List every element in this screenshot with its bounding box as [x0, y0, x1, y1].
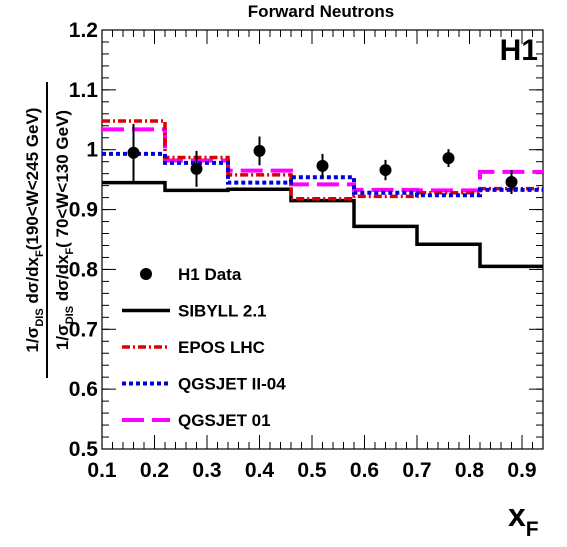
y-axis-label: 1/σDIS dσ/dxF(190<W<245 GeV) 1/σDIS dσ/d… — [23, 82, 76, 378]
data-point — [316, 159, 329, 172]
legend-marker-h1-data — [140, 268, 152, 280]
data-point — [127, 146, 140, 159]
y-tick-label: 1.2 — [69, 19, 98, 42]
x-tick-label: 0.8 — [455, 459, 485, 482]
x-tick-label: 0.7 — [402, 459, 431, 482]
data-point — [253, 144, 266, 157]
x-tick-label: 0.9 — [507, 459, 536, 482]
legend-label-sibyll-2-1: SIBYLL 2.1 — [178, 302, 267, 321]
x-tick-label: 0.6 — [350, 459, 379, 482]
x-tick-label: 0.4 — [245, 459, 275, 482]
legend-label-qgsjet-01: QGSJET 01 — [178, 411, 271, 430]
y-tick-label: 0.5 — [69, 438, 99, 461]
y-tick-label: 0.7 — [69, 318, 98, 341]
legend-label-qgsjet-ii-04: QGSJET II-04 — [178, 375, 286, 394]
x-tick-label: 0.5 — [297, 459, 327, 482]
y-tick-label: 1.1 — [69, 79, 99, 102]
x-tick-label: 0.3 — [192, 459, 221, 482]
legend-label-epos-lhc: EPOS LHC — [178, 338, 265, 357]
series-sibyll-2-1 — [102, 180, 543, 269]
x-tick-label: 0.2 — [140, 459, 169, 482]
y-tick-label: 0.8 — [69, 258, 99, 281]
data-point — [505, 176, 518, 189]
data-point — [379, 164, 392, 177]
y-axis-label-denominator: 1/σDIS dσ/dxF( 70<W<130 GeV) — [53, 110, 76, 350]
data-points — [127, 123, 518, 195]
legend: H1 Data SIBYLL 2.1 EPOS LHC QGSJET II-04 QGS… — [122, 265, 286, 430]
series-qgsjet-01 — [102, 127, 543, 193]
series-epos-lhc — [102, 119, 543, 201]
data-point — [442, 152, 455, 165]
y-tick-label: 0.6 — [69, 378, 98, 401]
histogram-series — [102, 119, 543, 269]
x-axis-label: xF — [508, 497, 539, 541]
chart-title: Forward Neutrons — [248, 2, 394, 21]
legend-label-h1-data: H1 Data — [178, 265, 242, 284]
y-tick-label: 1 — [86, 139, 98, 162]
x-axis-label-sub: F — [526, 518, 539, 541]
plot-frame — [101, 29, 544, 450]
y-tick-label: 0.9 — [69, 199, 98, 222]
data-point — [190, 162, 203, 175]
x-tick-label: 0.1 — [87, 459, 117, 482]
x-axis-label-main: x — [508, 497, 526, 533]
experiment-label: H1 — [500, 34, 538, 67]
y-axis-label-numerator: 1/σDIS dσ/dxF(190<W<245 GeV) — [23, 108, 46, 353]
axis-ticks: 0.1 0.2 0.3 0.4 0.5 0.6 0.7 0.8 0.9 0.5 0.6 0.7 0.8 0… — [69, 19, 544, 482]
